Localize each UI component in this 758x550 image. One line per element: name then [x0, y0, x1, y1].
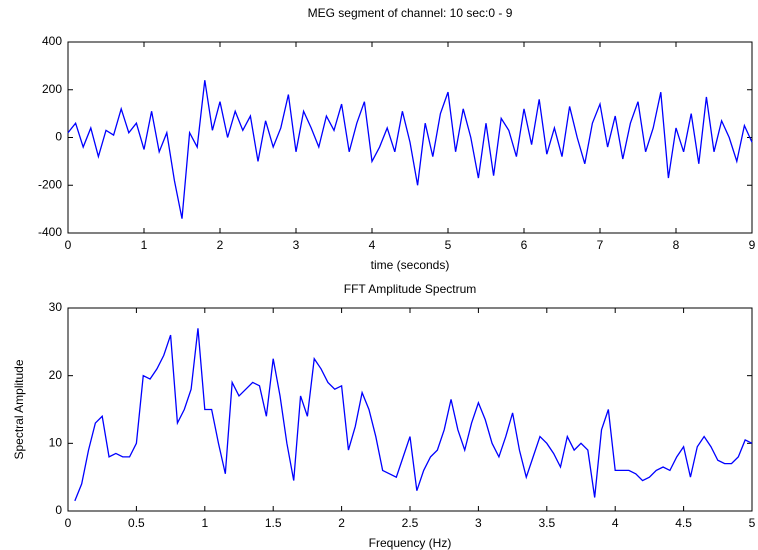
x-axis-label: Frequency (Hz) [369, 536, 452, 550]
x-tick-label: 2 [338, 516, 345, 530]
y-tick-label: 20 [49, 368, 63, 382]
x-tick-label: 7 [597, 238, 604, 252]
x-tick-label: 0 [65, 238, 72, 252]
y-tick-label: 200 [42, 82, 62, 96]
y-axis-label: Spectral Amplitude [12, 359, 26, 459]
y-tick-label: -400 [38, 225, 62, 239]
signal-line [74, 328, 753, 502]
x-tick-label: 5 [445, 238, 452, 252]
x-tick-label: 6 [521, 238, 528, 252]
y-tick-label: -200 [38, 177, 62, 191]
x-tick-label: 3 [475, 516, 482, 530]
x-tick-label: 1 [141, 238, 148, 252]
chart-title: FFT Amplitude Spectrum [344, 282, 477, 296]
signal-line [67, 80, 753, 219]
y-tick-label: 10 [49, 436, 63, 450]
x-tick-label: 9 [749, 238, 756, 252]
x-tick-label: 4.5 [675, 516, 692, 530]
x-tick-label: 8 [673, 238, 680, 252]
x-tick-label: 1 [201, 516, 208, 530]
x-tick-label: 0.5 [128, 516, 145, 530]
y-tick-label: 0 [55, 130, 62, 144]
x-tick-label: 1.5 [265, 516, 282, 530]
axes-frame [67, 41, 753, 234]
x-tick-label: 4 [612, 516, 619, 530]
x-axis-label: time (seconds) [371, 258, 450, 272]
y-tick-label: 400 [42, 34, 62, 48]
y-tick-label: 0 [55, 503, 62, 517]
chart-title: MEG segment of channel: 10 sec:0 - 9 [308, 6, 513, 20]
y-tick-label: 30 [49, 300, 63, 314]
x-tick-label: 3 [293, 238, 300, 252]
x-tick-label: 0 [65, 516, 72, 530]
x-tick-label: 3.5 [538, 516, 555, 530]
x-tick-label: 2 [217, 238, 224, 252]
x-tick-label: 5 [749, 516, 756, 530]
x-tick-label: 2.5 [402, 516, 419, 530]
x-tick-label: 4 [369, 238, 376, 252]
